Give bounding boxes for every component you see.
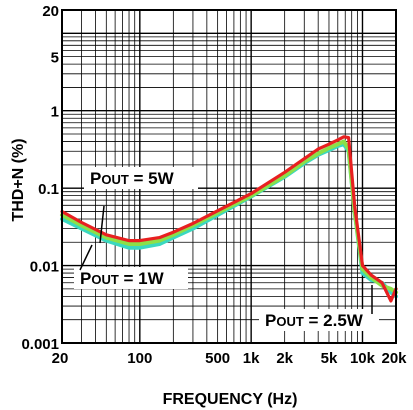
y-tick-label: 0.1 — [38, 181, 59, 198]
y-tick-label: 5 — [51, 50, 59, 67]
x-tick-label: 10k — [350, 350, 376, 367]
annotation-label: POUT = 2.5W — [265, 311, 364, 330]
annotation-pointer — [99, 205, 105, 244]
annotation-background — [74, 267, 188, 289]
y-tick-label: 0.001 — [21, 336, 59, 353]
y-axis-title: THD+N (%) — [10, 138, 27, 221]
annotation-label: POUT = 1W — [80, 269, 165, 288]
x-axis-title: FREQUENCY (Hz) — [163, 391, 298, 408]
annotations: POUT = 5W POUT = 1W POUT = 2.5W — [74, 167, 379, 331]
x-tick-label: 100 — [127, 350, 152, 367]
annotation-background — [84, 167, 198, 189]
x-tick-label: 2k — [276, 350, 293, 367]
x-tick-labels: 20 100 500 1k 2k 5k 10k 20k — [52, 350, 408, 367]
series-lines — [60, 135, 398, 303]
x-tick-label: 20 — [52, 350, 69, 367]
y-tick-label: 20 — [42, 3, 59, 20]
y-tick-label: 1 — [51, 104, 59, 121]
series-line-3 — [60, 135, 398, 303]
x-tick-label: 500 — [205, 350, 230, 367]
y-tick-labels: 20 5 1 0.1 0.01 0.001 — [21, 3, 59, 353]
annotation-pointer — [79, 244, 93, 271]
x-tick-label: 1k — [243, 350, 260, 367]
y-tick-label: 0.01 — [30, 259, 59, 276]
series-line-2 — [60, 139, 398, 295]
annotation-background — [259, 309, 379, 331]
x-tick-label: 20k — [381, 350, 407, 367]
annotation-label: POUT = 5W — [90, 169, 175, 188]
plot-frame — [61, 9, 397, 344]
x-tick-label: 5k — [321, 350, 338, 367]
